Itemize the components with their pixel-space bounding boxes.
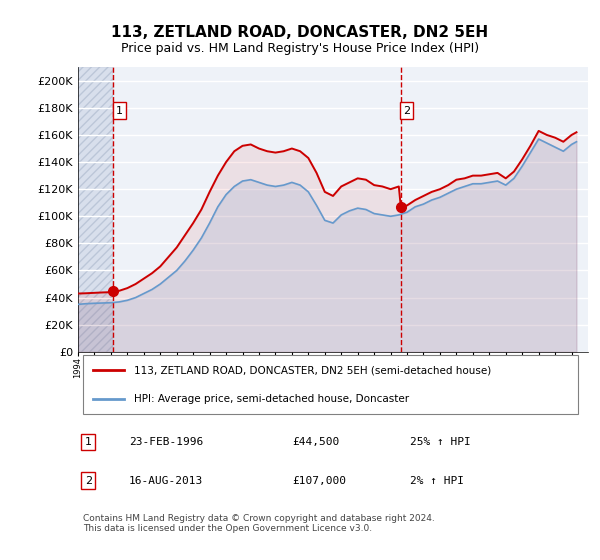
Text: HPI: Average price, semi-detached house, Doncaster: HPI: Average price, semi-detached house,… — [134, 394, 409, 404]
Text: 2: 2 — [403, 106, 410, 115]
Text: 23-FEB-1996: 23-FEB-1996 — [129, 437, 203, 447]
Text: 1: 1 — [116, 106, 123, 115]
Text: 2% ↑ HPI: 2% ↑ HPI — [409, 475, 464, 486]
FancyBboxPatch shape — [83, 355, 578, 414]
Text: 2: 2 — [85, 475, 92, 486]
Text: 25% ↑ HPI: 25% ↑ HPI — [409, 437, 470, 447]
Text: £107,000: £107,000 — [292, 475, 346, 486]
Text: Contains HM Land Registry data © Crown copyright and database right 2024.
This d: Contains HM Land Registry data © Crown c… — [83, 514, 435, 533]
Text: £44,500: £44,500 — [292, 437, 340, 447]
Text: 113, ZETLAND ROAD, DONCASTER, DN2 5EH (semi-detached house): 113, ZETLAND ROAD, DONCASTER, DN2 5EH (s… — [134, 365, 491, 375]
Text: 1: 1 — [85, 437, 92, 447]
Bar — [78, 67, 113, 352]
Text: 16-AUG-2013: 16-AUG-2013 — [129, 475, 203, 486]
Text: 113, ZETLAND ROAD, DONCASTER, DN2 5EH: 113, ZETLAND ROAD, DONCASTER, DN2 5EH — [112, 25, 488, 40]
Text: Price paid vs. HM Land Registry's House Price Index (HPI): Price paid vs. HM Land Registry's House … — [121, 42, 479, 55]
